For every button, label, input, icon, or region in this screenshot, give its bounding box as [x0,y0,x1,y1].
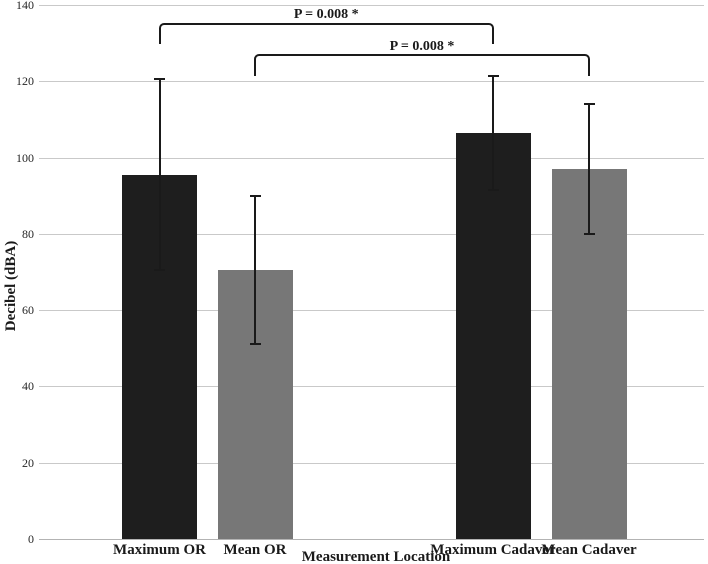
gridline-140 [39,5,704,6]
gridline-0 [39,539,704,540]
error-bar-line-1 [254,195,256,345]
significance-bracket-1 [158,23,494,44]
p-value-label-1: P = 0.008 * [293,7,359,22]
y-tick-label-0: 0 [28,532,34,546]
y-tick-label-20: 20 [22,455,34,470]
x-category-label-1: Maximum OR [113,542,206,558]
y-tick-label-120: 120 [16,74,34,89]
gridline-40 [39,386,704,388]
error-bar-cap-bottom-2 [487,188,499,191]
error-bar-cap-bottom-3 [583,232,595,235]
error-bar-cap-top-1 [249,194,261,197]
x-axis-title: Measurement Location [301,549,451,564]
y-tick-label-80: 80 [22,226,34,241]
y-axis-title: Decibel (dBA) [3,240,19,332]
y-tick-label-100: 100 [16,150,34,165]
error-bar-line-2 [492,75,494,190]
x-category-label-4: Mean Cadaver [541,542,637,558]
significance-bracket-2 [254,54,590,76]
x-category-label-2: Mean OR [223,542,287,558]
error-bar-cap-top-3 [583,103,595,106]
error-bar-line-0 [158,79,161,271]
y-tick-label-140: 140 [16,0,34,12]
gridline-20 [39,462,704,464]
gridline-100 [39,157,704,159]
bar-maximum-cadaver [455,132,531,539]
gridline-80 [39,233,704,235]
p-value-label-2: P = 0.008 * [389,39,455,54]
x-category-label-3: Maximum Cadaver [430,542,556,558]
gridline-60 [39,310,704,312]
gridline-120 [39,81,704,83]
error-bar-cap-bottom-0 [154,269,165,272]
error-bar-cap-top-0 [154,78,165,81]
y-tick-label-40: 40 [22,379,34,394]
error-bar-cap-top-2 [487,74,499,77]
error-bar-line-3 [588,104,590,234]
error-bar-cap-bottom-1 [249,343,261,346]
y-tick-label-60: 60 [22,303,34,318]
